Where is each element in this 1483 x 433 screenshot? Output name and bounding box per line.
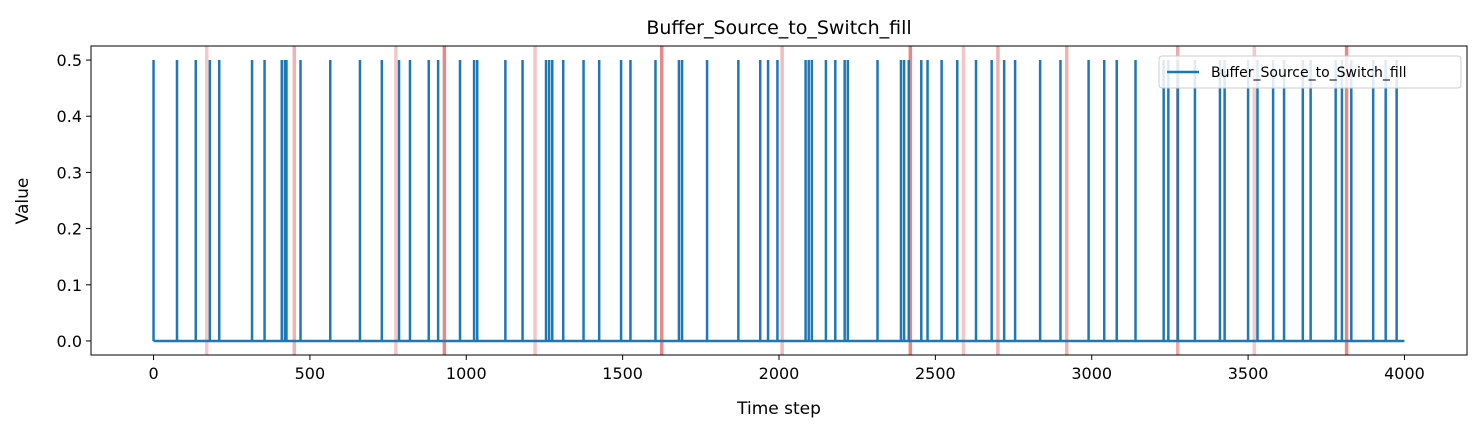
- anomaly-band: [442, 46, 447, 355]
- y-tick-label: 0.1: [57, 276, 82, 295]
- x-tick-label: 4000: [1384, 364, 1425, 383]
- x-tick-label: 3500: [1228, 364, 1269, 383]
- anomaly-band: [1252, 46, 1257, 355]
- y-tick-label: 0.2: [57, 220, 82, 239]
- x-tick-label: 1500: [602, 364, 643, 383]
- plot-frame: [90, 45, 1468, 356]
- anomaly-band: [908, 46, 913, 355]
- anomaly-band: [292, 46, 297, 355]
- legend-box: [1158, 55, 1462, 89]
- y-axis-label: Value: [13, 178, 33, 225]
- y-tick-label: 0.5: [57, 51, 82, 70]
- y-tick-label: 0.0: [57, 332, 82, 351]
- x-tick-label: 0: [148, 364, 158, 383]
- x-axis-label: Time step: [736, 399, 821, 419]
- anomaly-band: [533, 46, 537, 355]
- legend-label: Buffer_Source_to_Switch_fill: [1211, 65, 1407, 81]
- anomaly-band: [204, 46, 209, 355]
- x-tick-label: 1000: [446, 364, 487, 383]
- anomaly-band: [780, 46, 784, 355]
- x-tick-label: 2500: [915, 364, 956, 383]
- anomaly-band: [1344, 46, 1349, 355]
- axes: 0 500 1000 1500 2000 2500 3000 3500 4000 0.0 0.1 0.…: [57, 45, 1468, 383]
- x-tick-label: 3000: [1071, 364, 1112, 383]
- anomaly-band: [659, 46, 664, 355]
- x-tick-label: 2000: [759, 364, 800, 383]
- anomaly-band: [961, 46, 966, 355]
- legend: Buffer_Source_to_Switch_fill: [1158, 55, 1462, 89]
- series-group: [152, 60, 1405, 343]
- chart-title: Buffer_Source_to_Switch_fill: [646, 17, 911, 39]
- anomaly-band: [394, 46, 398, 355]
- y-tick-label: 0.4: [57, 107, 82, 126]
- anomaly-band: [996, 46, 1000, 355]
- y-tick-label: 0.3: [57, 163, 82, 182]
- anomaly-band: [1064, 46, 1069, 355]
- x-tick-label: 500: [295, 364, 326, 383]
